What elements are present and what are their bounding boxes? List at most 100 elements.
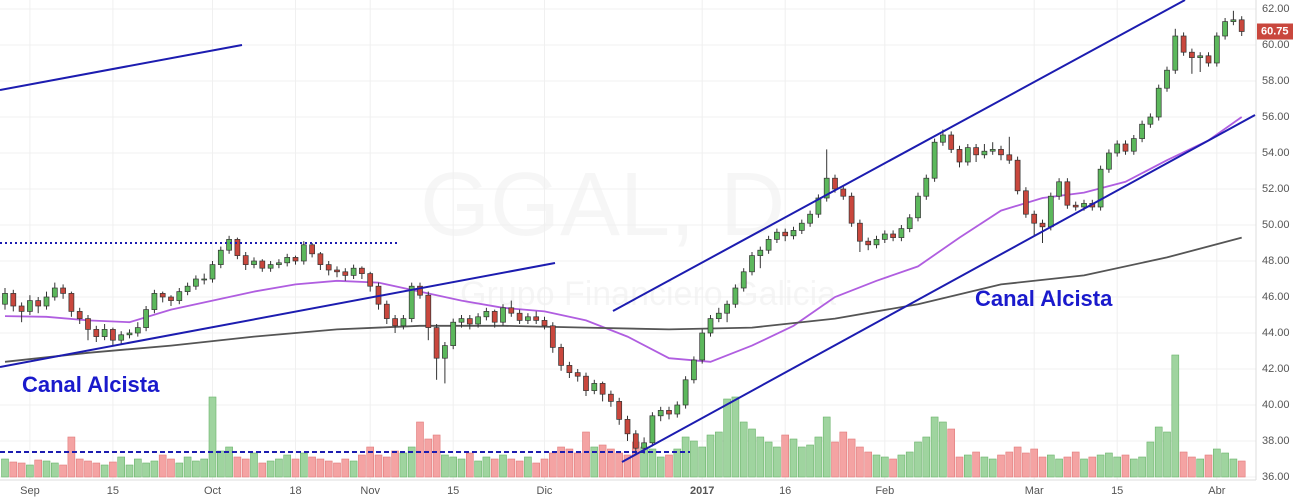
candle-body (865, 240, 872, 246)
candle-body (1164, 69, 1170, 89)
volume-bar (92, 462, 101, 478)
candle-body (1039, 222, 1046, 228)
candle-body (35, 300, 42, 307)
volume-bar (532, 462, 541, 478)
candle-body (442, 345, 448, 359)
volume-bar (955, 456, 964, 478)
candle-body (641, 442, 647, 449)
axes: 36.00 38.00 40.00 42.00 44.00 46.00 48.00 50.00… (20, 3, 1293, 497)
volume-bar (34, 459, 43, 478)
volume-bar (316, 458, 325, 478)
y-tick-label: 56.00 (1262, 111, 1290, 123)
y-tick-label: 52.00 (1262, 183, 1290, 195)
volume-bar (1163, 431, 1171, 478)
volume-bar (341, 458, 350, 478)
volume (1, 354, 1246, 478)
candle-body (367, 273, 374, 287)
candle-body (707, 318, 714, 334)
candle-body (475, 316, 481, 325)
x-tick-label: 15 (107, 485, 119, 497)
candle-body (259, 260, 266, 269)
volume-bar (1047, 454, 1055, 478)
candle-body (325, 264, 332, 271)
y-tick-label: 36.00 (1262, 471, 1290, 483)
x-tick-label: 15 (447, 485, 459, 497)
volume-bar (366, 446, 375, 478)
volume-bar (382, 456, 391, 478)
volume-bar (515, 460, 524, 478)
candle-body (1014, 159, 1021, 192)
moving-averages (4, 116, 1243, 363)
candle-body (1047, 195, 1054, 228)
volume-bar (349, 460, 358, 478)
candle-body (608, 393, 614, 402)
candle-body (334, 269, 340, 273)
volume-bar (75, 458, 84, 478)
volume-bar (150, 460, 159, 478)
volume-bar (856, 446, 864, 478)
volume-bar (1138, 456, 1146, 478)
candle-body (566, 365, 573, 373)
volume-bar (847, 438, 856, 478)
volume-bar (814, 436, 823, 478)
volume-bar (723, 398, 731, 478)
candle-body (724, 303, 730, 314)
volume-bar (241, 458, 250, 478)
candle-body (657, 410, 664, 417)
volume-bar (449, 456, 458, 478)
candle-body (43, 296, 50, 307)
candle-body (923, 177, 930, 197)
volume-bar (399, 452, 408, 478)
y-tick-label: 62.00 (1262, 3, 1290, 15)
volume-bar (59, 464, 67, 478)
candle-body (1064, 181, 1071, 206)
volume-bar (266, 460, 275, 478)
candle-body (948, 134, 955, 150)
x-tick-label: Feb (875, 485, 894, 497)
candle-body (981, 150, 988, 156)
candle-body (276, 262, 282, 265)
volume-bar (1213, 448, 1221, 478)
volume-bar (773, 446, 781, 478)
volume-bar (499, 454, 507, 478)
volume-bar (17, 462, 26, 478)
candle-body (27, 300, 33, 312)
candle-body (151, 293, 158, 310)
candle-body (242, 255, 249, 265)
candle-body (1031, 213, 1038, 224)
moving-average (4, 116, 1243, 363)
candle-body (774, 231, 780, 240)
volume-bar (789, 438, 798, 478)
volume-bar (1237, 460, 1246, 478)
volume-bar (1088, 456, 1097, 478)
last-price-box (1257, 23, 1293, 40)
candle-body (450, 321, 457, 346)
volume-bar (590, 446, 599, 478)
volume-bar (474, 460, 482, 478)
volume-bar (905, 451, 914, 478)
candle-body (915, 195, 921, 219)
candle-body (765, 239, 772, 251)
candle-body (1197, 55, 1204, 58)
candle-body (408, 285, 415, 319)
volume-bar (9, 461, 18, 478)
candle-body (1056, 181, 1062, 197)
volume-bar (997, 454, 1005, 478)
candle-body (383, 303, 390, 319)
trend-line (621, 114, 1256, 463)
x-tick-label: Nov (360, 485, 380, 497)
volume-bar (391, 450, 399, 478)
volume-bar (1221, 452, 1229, 478)
candle-body (126, 332, 133, 336)
volume-bar (897, 454, 906, 478)
volume-bar (681, 436, 690, 478)
volume-bar (880, 456, 889, 478)
volume-bar (490, 458, 499, 478)
volume-bar (980, 456, 989, 478)
volume-bar (831, 441, 839, 478)
candle-body (1072, 204, 1079, 208)
candle-body (500, 307, 506, 323)
candle-body (790, 230, 797, 237)
volume-bar (939, 421, 947, 478)
